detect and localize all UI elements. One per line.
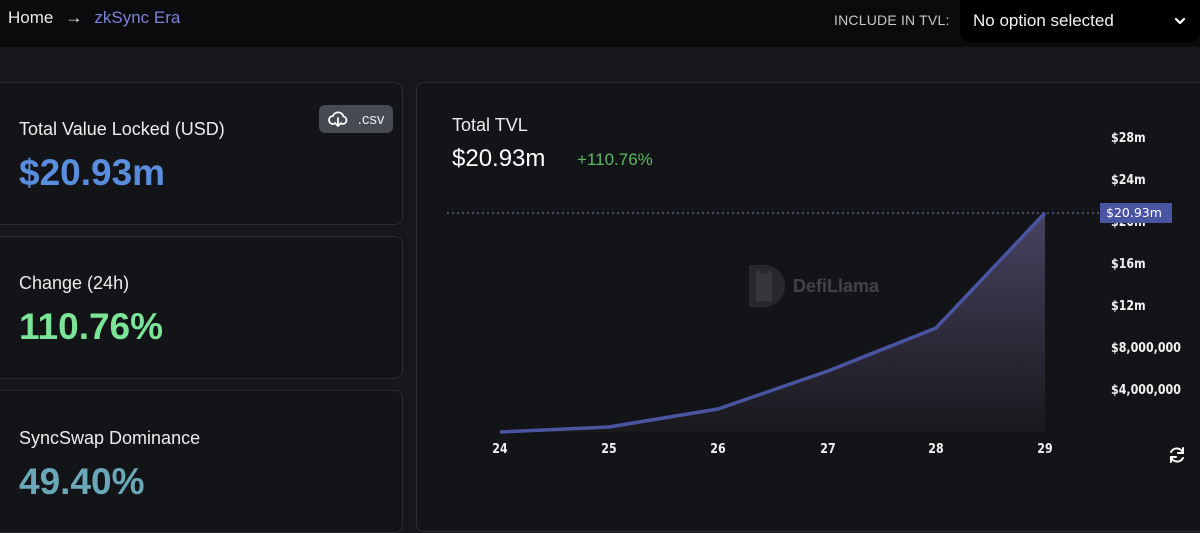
chart-change: +110.76%: [577, 150, 653, 169]
tvl-line: [499, 211, 1047, 434]
tvl-stat-title: Total Value Locked (USD): [19, 119, 225, 139]
defillama-watermark: DefiLlama: [747, 263, 879, 309]
change-stat-title: Change (24h): [19, 273, 130, 293]
x-tick: 27: [820, 442, 836, 457]
current-value-label: $20.93m: [1100, 203, 1172, 223]
chart-title: Total TVL: [452, 115, 528, 135]
include-in-tvl-select[interactable]: No option selected: [960, 0, 1200, 42]
breadcrumb: Home → zkSync Era: [8, 8, 180, 28]
y-tick: $12m: [1111, 299, 1146, 314]
cloud-download-icon: [327, 111, 348, 127]
chart-value: $20.93m: [452, 145, 546, 172]
y-tick: $16m: [1111, 257, 1146, 272]
refresh-icon[interactable]: [1167, 445, 1187, 465]
y-tick: $4,000,000: [1111, 383, 1181, 398]
y-tick: $24m: [1111, 173, 1146, 188]
top-bar: Home → zkSync Era INCLUDE IN TVL: No opt…: [0, 0, 1200, 47]
y-tick: $28m: [1111, 131, 1146, 146]
include-in-tvl-label: INCLUDE IN TVL:: [834, 12, 950, 28]
tvl-stat-value: $20.93m: [19, 152, 166, 193]
llama-logo-icon: [749, 265, 785, 307]
breadcrumb-current[interactable]: zkSync Era: [94, 8, 181, 27]
y-tick: $8,000,000: [1111, 341, 1181, 356]
download-csv-button[interactable]: .csv: [319, 105, 393, 133]
chevron-down-icon: [1174, 17, 1186, 25]
dominance-stat-title: SyncSwap Dominance: [19, 428, 201, 448]
change-stat-card: [0, 236, 403, 379]
x-tick: 25: [601, 442, 617, 457]
dominance-stat-card: [0, 390, 403, 533]
breadcrumb-home-link[interactable]: Home: [8, 8, 54, 27]
x-tick: 24: [492, 442, 508, 457]
change-stat-value: 110.76%: [19, 306, 164, 347]
tvl-chart-card: Total TVL $20.93m +110.76% DefiLlama $28…: [416, 82, 1200, 532]
x-tick: 29: [1037, 442, 1053, 457]
arrow-right-icon: →: [65, 8, 83, 27]
dominance-stat-value: 49.40%: [19, 461, 145, 502]
tvl-area-chart[interactable]: [417, 83, 1200, 533]
area-fill: [500, 213, 1045, 432]
csv-label: .csv: [357, 110, 385, 128]
x-tick: 28: [928, 442, 944, 457]
select-value: No option selected: [973, 11, 1114, 30]
x-tick: 26: [710, 442, 726, 457]
